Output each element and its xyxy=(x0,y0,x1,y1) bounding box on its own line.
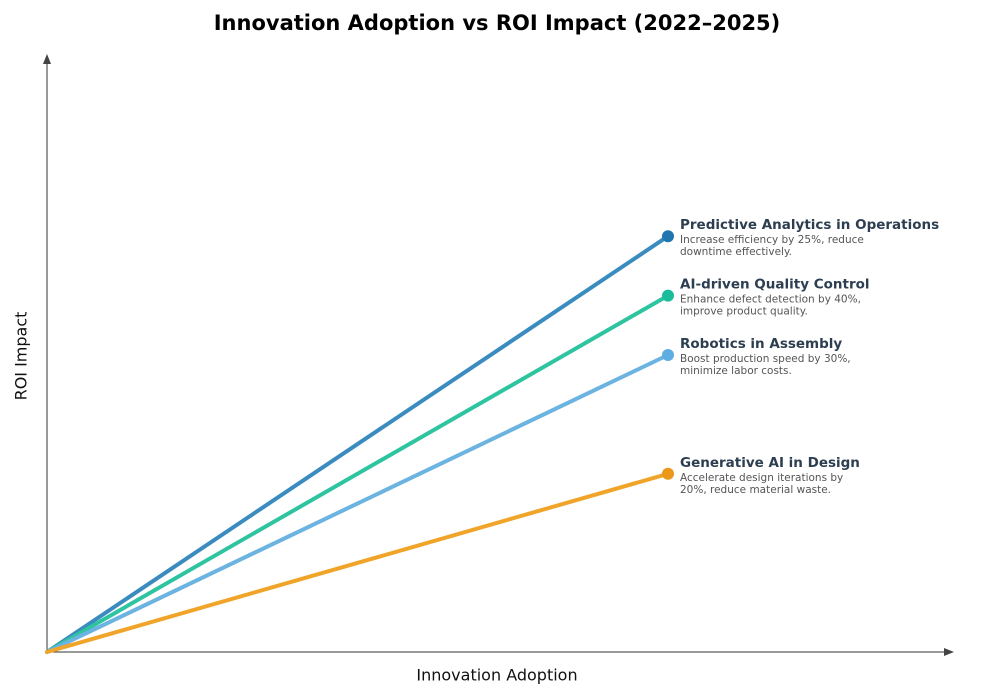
series-line xyxy=(45,353,670,654)
chart-title: Innovation Adoption vs ROI Impact (2022–… xyxy=(214,11,781,35)
series-name: Generative AI in Design xyxy=(680,455,860,471)
series-description: improve product quality. xyxy=(680,306,808,318)
series-description: Enhance defect detection by 40%, xyxy=(680,294,861,306)
series-description: Accelerate design iterations by xyxy=(680,472,843,484)
end-marker xyxy=(662,289,674,302)
series-description: Boost production speed by 30%, xyxy=(680,353,851,365)
end-marker xyxy=(662,230,674,243)
series-description: Increase efficiency by 25%, reduce xyxy=(680,234,864,246)
y-axis-label: ROI Impact xyxy=(12,312,31,401)
series-line xyxy=(45,234,670,654)
x-axis-label: Innovation Adoption xyxy=(416,666,577,685)
end-marker xyxy=(662,349,674,361)
series-description: 20%, reduce material waste. xyxy=(680,484,831,496)
end-marker xyxy=(662,467,674,480)
x-axis-arrow xyxy=(944,648,954,656)
series-description: minimize labor costs. xyxy=(680,365,792,377)
y-axis-arrow xyxy=(43,54,51,64)
series-name: Predictive Analytics in Operations xyxy=(680,217,939,233)
series-description: downtime effectively. xyxy=(680,246,792,258)
series-name: AI-driven Quality Control xyxy=(680,277,870,293)
series-line xyxy=(45,293,670,654)
series-line xyxy=(45,471,670,654)
series-name: Robotics in Assembly xyxy=(680,336,842,352)
